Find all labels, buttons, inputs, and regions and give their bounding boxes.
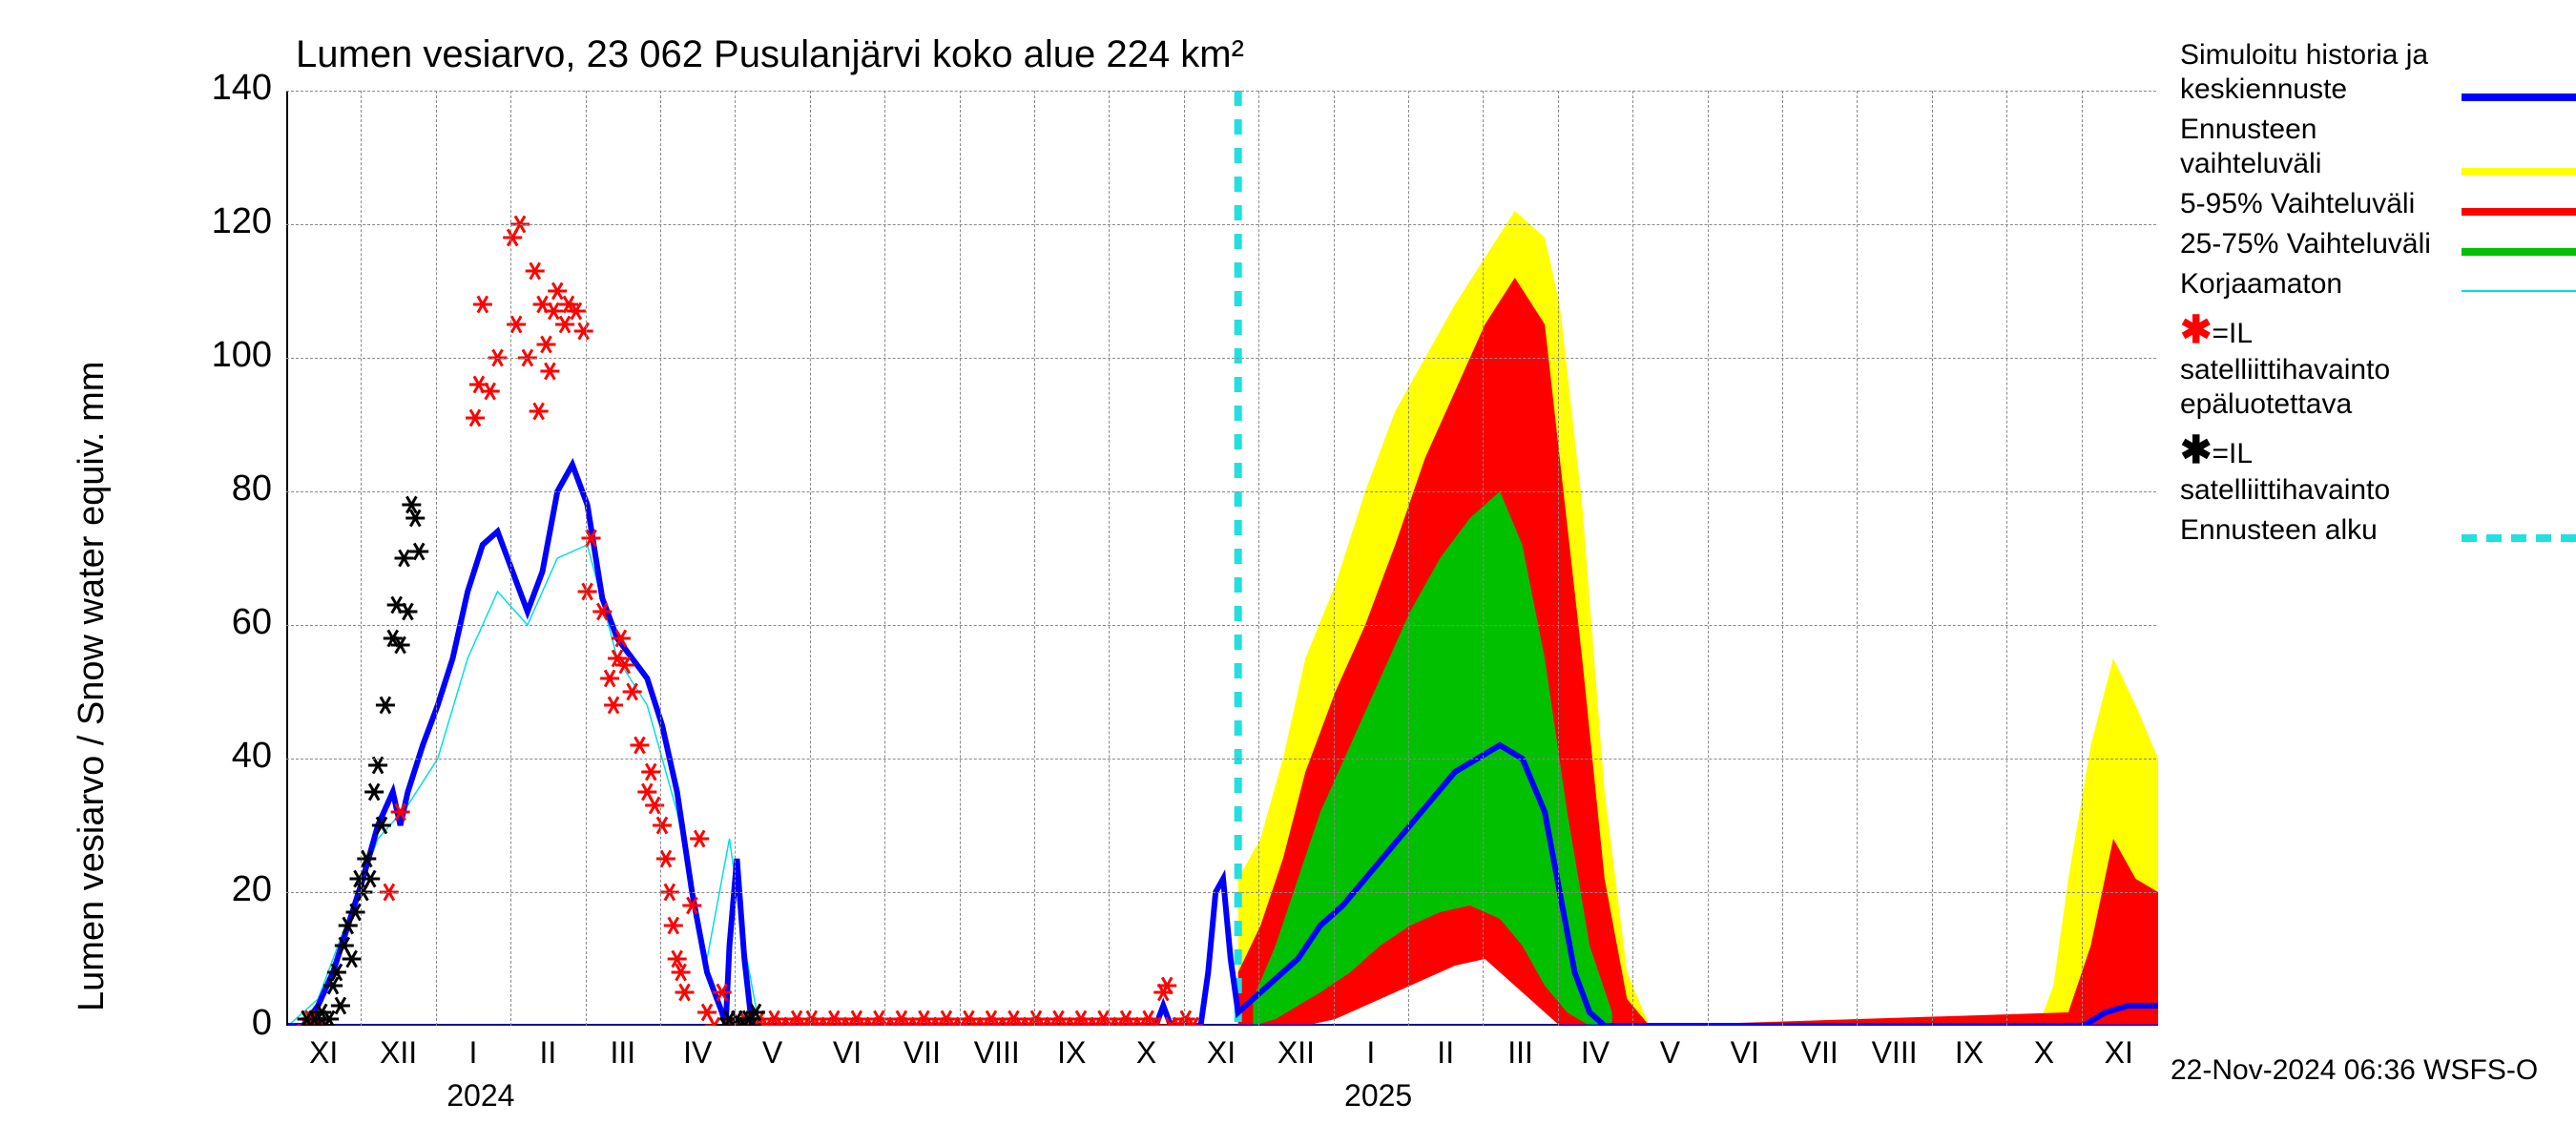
x-tick-label: XII: [380, 1035, 417, 1071]
grid-line-v: [2082, 91, 2083, 1026]
legend-item: ✱=IL satelliittihavaintoepäluotettava: [2180, 307, 2576, 422]
y-tick-label: 140: [177, 68, 272, 109]
x-tick-label: V: [762, 1035, 782, 1071]
chart-container: Lumen vesiarvo, 23 062 Pusulanjärvi koko…: [0, 0, 2576, 1145]
grid-line-v: [1408, 91, 1409, 1026]
grid-line-h: [286, 892, 2156, 893]
legend-label: ✱=IL satelliittihavainto: [2180, 427, 2442, 508]
grid-line-h: [286, 91, 2156, 92]
legend-swatch: [2462, 534, 2576, 542]
x-tick-label: X: [1136, 1035, 1156, 1071]
grid-line-v: [1708, 91, 1709, 1026]
x-tick-label: VI: [1731, 1035, 1759, 1071]
grid-line-v: [1632, 91, 1633, 1026]
legend-label: 25-75% Vaihteluväli: [2180, 227, 2442, 261]
grid-line-h: [286, 224, 2156, 225]
grid-line-h: [286, 491, 2156, 492]
legend-label: Ennusteen alku: [2180, 513, 2442, 548]
asterisk-red-icon: ✱: [2180, 309, 2212, 351]
x-tick-label: V: [1660, 1035, 1680, 1071]
grid-line-v: [1782, 91, 1783, 1026]
legend-item: 25-75% Vaihteluväli: [2180, 227, 2576, 261]
y-tick-label: 80: [177, 468, 272, 510]
y-tick-label: 100: [177, 335, 272, 376]
plot-svg-layer: [288, 91, 2158, 1026]
grid-line-v: [2006, 91, 2007, 1026]
x-tick-label: IX: [1057, 1035, 1086, 1071]
legend-label: Ennusteen vaihteluväli: [2180, 113, 2442, 181]
x-tick-label: IV: [683, 1035, 712, 1071]
grid-line-v: [960, 91, 961, 1026]
legend-item: Simuloitu historia jakeskiennuste: [2180, 38, 2576, 107]
grid-line-v: [586, 91, 587, 1026]
x-tick-label: VI: [833, 1035, 862, 1071]
grid-line-v: [810, 91, 811, 1026]
grid-line-v: [660, 91, 661, 1026]
legend-swatch: [2462, 168, 2576, 176]
legend-swatch: [2462, 290, 2576, 292]
x-tick-label: II: [540, 1035, 557, 1071]
x-tick-label: VIII: [974, 1035, 1020, 1071]
y-tick-label: 60: [177, 602, 272, 643]
x-tick-label: VII: [904, 1035, 941, 1071]
grid-line-v: [1109, 91, 1110, 1026]
x-tick-label: II: [1437, 1035, 1454, 1071]
grid-line-v: [1857, 91, 1858, 1026]
x-tick-label: IV: [1581, 1035, 1610, 1071]
grid-line-h: [286, 759, 2156, 760]
grid-line-h: [286, 358, 2156, 359]
y-axis-label: Lumen vesiarvo / Snow water equiv. mm: [72, 362, 113, 1011]
grid-line-v: [1932, 91, 1933, 1026]
x-tick-label: VIII: [1872, 1035, 1918, 1071]
grid-line-v: [1034, 91, 1035, 1026]
grid-line-v: [436, 91, 437, 1026]
y-tick-label: 20: [177, 869, 272, 910]
legend-swatch: [2462, 208, 2576, 216]
legend-label: epäluotettava: [2180, 387, 2442, 422]
grid-line-h: [286, 625, 2156, 626]
x-tick-label: III: [610, 1035, 635, 1071]
x-tick-label: XI: [1207, 1035, 1236, 1071]
legend-label: ✱=IL satelliittihavainto: [2180, 307, 2442, 387]
x-tick-label: III: [1507, 1035, 1533, 1071]
x-tick-label: X: [2034, 1035, 2054, 1071]
legend-item: ✱=IL satelliittihavainto: [2180, 427, 2576, 508]
legend-label: keskiennuste: [2180, 73, 2442, 107]
y-tick-label: 120: [177, 201, 272, 242]
grid-line-v: [1334, 91, 1335, 1026]
asterisk-black-icon: ✱: [2180, 429, 2212, 471]
legend-swatch: [2462, 248, 2576, 256]
grid-line-v: [1558, 91, 1559, 1026]
legend-swatch: [2462, 94, 2576, 101]
grid-line-v: [1483, 91, 1484, 1026]
grid-line-v: [735, 91, 736, 1026]
legend-label: Korjaamaton: [2180, 267, 2442, 302]
grid-line-v: [884, 91, 885, 1026]
y-tick-label: 0: [177, 1003, 272, 1044]
grid-line-v: [1258, 91, 1259, 1026]
x-tick-label: XI: [2105, 1035, 2133, 1071]
plot-area: [286, 91, 2156, 1026]
legend-label: Simuloitu historia ja: [2180, 38, 2442, 73]
grid-line-v: [361, 91, 362, 1026]
legend-item: Korjaamaton: [2180, 267, 2576, 302]
legend-item: Ennusteen vaihteluväli: [2180, 113, 2576, 181]
footer-timestamp: 22-Nov-2024 06:36 WSFS-O: [2171, 1054, 2538, 1087]
x-year-label: 2025: [1344, 1078, 1412, 1114]
x-tick-label: I: [469, 1035, 478, 1071]
legend-item: Ennusteen alku: [2180, 513, 2576, 548]
x-tick-label: XII: [1278, 1035, 1315, 1071]
y-tick-label: 40: [177, 736, 272, 777]
x-tick-label: IX: [1955, 1035, 1984, 1071]
legend-label: 5-95% Vaihteluväli: [2180, 187, 2442, 221]
x-tick-label: XI: [309, 1035, 338, 1071]
legend: Simuloitu historia jakeskiennusteEnnuste…: [2180, 38, 2576, 553]
x-year-label: 2024: [447, 1078, 514, 1114]
grid-line-v: [1184, 91, 1185, 1026]
legend-item: 5-95% Vaihteluväli: [2180, 187, 2576, 221]
chart-title: Lumen vesiarvo, 23 062 Pusulanjärvi koko…: [296, 33, 1244, 76]
x-tick-label: I: [1366, 1035, 1375, 1071]
x-tick-label: VII: [1801, 1035, 1839, 1071]
grid-line-v: [510, 91, 511, 1026]
